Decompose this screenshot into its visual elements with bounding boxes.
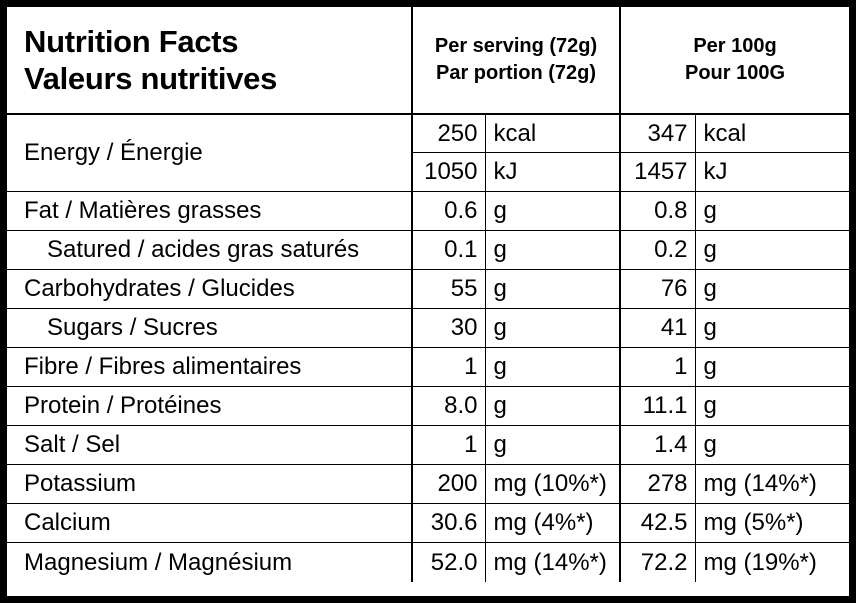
per100-unit: g — [694, 425, 850, 465]
per100-unit: g — [694, 386, 850, 426]
per100-unit: g — [694, 230, 850, 270]
per100-value: 0.8 — [619, 191, 696, 231]
energy-kcal-unit-100: kcal — [694, 114, 850, 153]
nutrient-label: Sugars / Sucres — [7, 308, 412, 348]
energy-kcal-row: Energy / Énergie 250 kcal 347 kcal — [7, 114, 850, 192]
energy-kj-unit: kJ — [484, 152, 621, 192]
per100-unit: mg (19%*) — [694, 542, 850, 582]
serving-value: 0.6 — [411, 191, 485, 231]
serving-unit: g — [484, 230, 621, 270]
nutrient-row: Fibre / Fibres alimentaires 1 g 1 g — [7, 347, 850, 387]
nutrient-row: Potassium 200 mg (10%*) 278 mg (14%*) — [7, 464, 850, 504]
serving-value: 8.0 — [411, 386, 485, 426]
serving-value: 0.1 — [411, 230, 485, 270]
per-serving-french: Par portion (72g) — [436, 62, 597, 84]
per-100g-english: Per 100g — [693, 35, 777, 57]
per100-value: 1 — [619, 347, 696, 387]
serving-unit: g — [484, 269, 621, 309]
serving-value: 200 — [411, 464, 485, 504]
per100-unit: g — [694, 191, 850, 231]
per100-unit: g — [694, 347, 850, 387]
energy-kcal-per100: 347 — [619, 114, 696, 153]
nutrient-label: Calcium — [7, 503, 412, 543]
per100-value: 72.2 — [619, 542, 696, 582]
per-100g-french: Pour 100G — [685, 62, 786, 84]
nutrition-table: Nutrition Facts Valeurs nutritives Per s… — [7, 7, 850, 582]
per100-unit: mg (14%*) — [694, 464, 850, 504]
per100-unit: g — [694, 308, 850, 348]
serving-unit: g — [484, 191, 621, 231]
per100-unit: g — [694, 269, 850, 309]
nutrient-row: Salt / Sel 1 g 1.4 g — [7, 425, 850, 465]
serving-unit: g — [484, 386, 621, 426]
table-title: Nutrition Facts Valeurs nutritives — [7, 7, 412, 115]
nutrient-label: Satured / acides gras saturés — [7, 230, 412, 270]
nutrient-label: Potassium — [7, 464, 412, 504]
serving-unit: g — [484, 347, 621, 387]
nutrient-label: Salt / Sel — [7, 425, 412, 465]
energy-kcal-unit: kcal — [484, 114, 621, 153]
per100-value: 0.2 — [619, 230, 696, 270]
per100-value: 11.1 — [619, 386, 696, 426]
nutrient-row: Sugars / Sucres 30 g 41 g — [7, 308, 850, 348]
per100-value: 41 — [619, 308, 696, 348]
nutrient-label: Fibre / Fibres alimentaires — [7, 347, 412, 387]
nutrient-row: Satured / acides gras saturés 0.1 g 0.2 g — [7, 230, 850, 270]
per100-value: 76 — [619, 269, 696, 309]
nutrient-label: Protein / Protéines — [7, 386, 412, 426]
header-row: Nutrition Facts Valeurs nutritives Per s… — [7, 7, 850, 115]
nutrient-row: Fat / Matières grasses 0.6 g 0.8 g — [7, 191, 850, 231]
serving-value: 30.6 — [411, 503, 485, 543]
nutrient-label: Fat / Matières grasses — [7, 191, 412, 231]
per-serving-english: Per serving (72g) — [434, 35, 598, 57]
serving-value: 1 — [411, 425, 485, 465]
per100-value: 278 — [619, 464, 696, 504]
energy-kcal-serving: 250 — [411, 114, 485, 153]
per100-value: 42.5 — [619, 503, 696, 543]
serving-unit: g — [484, 425, 621, 465]
nutrient-row: Protein / Protéines 8.0 g 11.1 g — [7, 386, 850, 426]
serving-value: 52.0 — [411, 542, 485, 582]
nutrient-row: Carbohydrates / Glucides 55 g 76 g — [7, 269, 850, 309]
energy-kj-row: 1050 kJ 1457 kJ — [7, 152, 850, 192]
per100-value: 1.4 — [619, 425, 696, 465]
serving-value: 55 — [411, 269, 485, 309]
title-french: Valeurs nutritives — [24, 61, 278, 96]
serving-value: 1 — [411, 347, 485, 387]
energy-label: Energy / Énergie — [7, 114, 412, 192]
per-100g-header: Per 100g Pour 100G — [619, 7, 850, 115]
energy-kj-per100: 1457 — [619, 152, 696, 192]
nutrient-row: Calcium 30.6 mg (4%*) 42.5 mg (5%*) — [7, 503, 850, 543]
nutrient-label: Magnesium / Magnésium — [24, 548, 293, 576]
serving-unit: mg (14%*) — [484, 542, 621, 582]
per-serving-header: Per serving (72g) Par portion (72g) — [410, 7, 621, 115]
serving-unit: g — [484, 308, 621, 348]
energy-kj-serving: 1050 — [411, 152, 485, 192]
nutrient-label: Carbohydrates / Glucides — [7, 269, 412, 309]
serving-value: 30 — [411, 308, 485, 348]
per100-unit: mg (5%*) — [694, 503, 850, 543]
serving-unit: mg (4%*) — [484, 503, 621, 543]
energy-kj-unit-100: kJ — [694, 152, 850, 192]
title-english: Nutrition Facts — [24, 24, 239, 59]
serving-unit: mg (10%*) — [484, 464, 621, 504]
nutrient-row: Magnesium / Magnésium 52.0 mg (14%*) 72.2 mg… — [7, 542, 850, 582]
